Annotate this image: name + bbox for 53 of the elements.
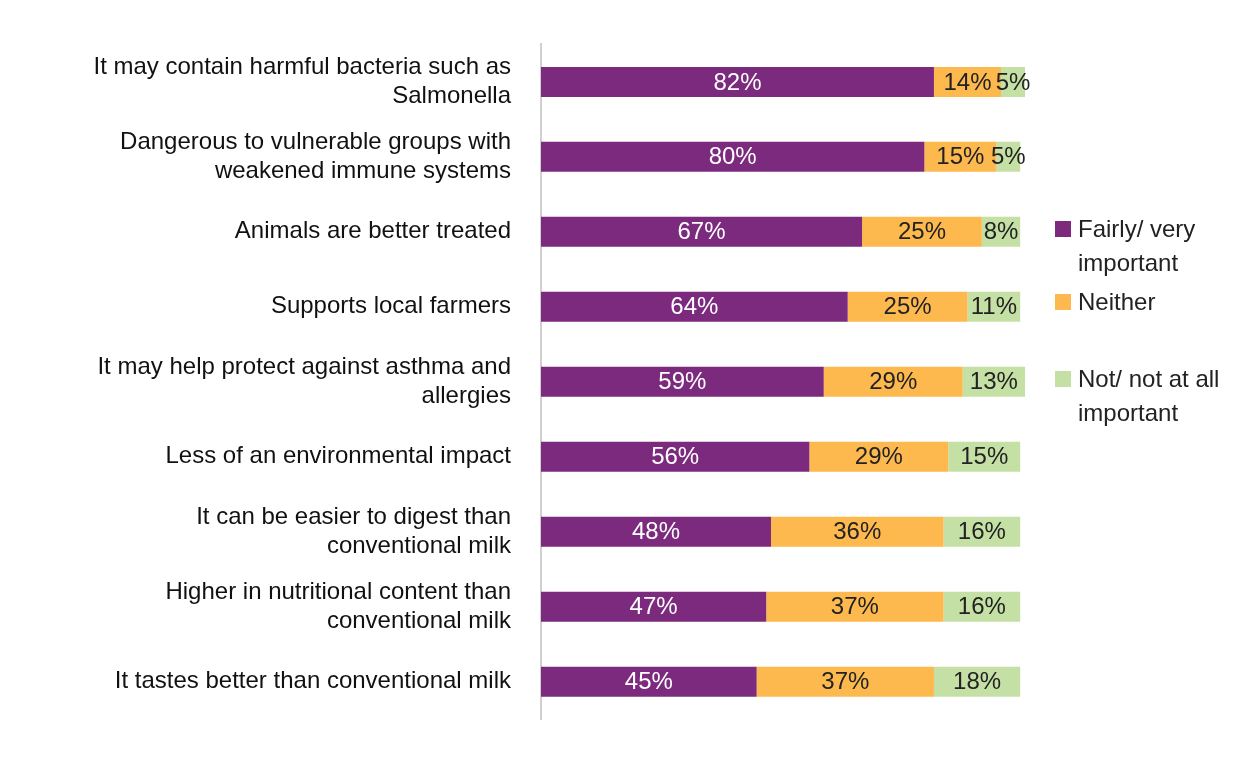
data-label: 37% [830,592,879,620]
bar [823,366,963,397]
bar [771,516,944,547]
data-label: 18% [953,667,1002,695]
bar [541,666,757,697]
bar [541,66,934,97]
data-label: 8% [983,217,1019,245]
data-label: 59% [658,367,707,395]
data-label: 37% [821,667,870,695]
bar [541,291,848,322]
y-tick-label: Less of an environmental impact [165,441,512,469]
data-label: 47% [629,592,678,620]
y-tick-label: It may contain harmful bacteria such as Salmonella [93,52,512,108]
bar [541,366,824,397]
bar [541,516,772,547]
bar [541,441,810,472]
y-tick-label: It tastes better than conventional milk [114,666,512,694]
data-label: 25% [883,292,932,320]
data-label: 36% [833,517,882,545]
data-label: 64% [670,292,719,320]
bar [541,591,767,622]
data-label: 80% [708,142,757,170]
data-label: 16% [957,517,1006,545]
legend-label: Fairly/ very important [1078,214,1197,278]
data-label: 82% [713,67,762,95]
data-label: 14% [943,67,992,95]
data-label: 29% [869,367,918,395]
y-tick-label: Dangerous to vulnerable groups with weakened immune systems [120,127,511,183]
legend-label: Not/ not at all important [1078,364,1221,428]
data-label: 15% [936,142,985,170]
bar [756,666,934,697]
bar [541,141,925,172]
data-label: 56% [651,442,700,470]
data-label: 25% [897,217,946,245]
data-label: 45% [624,667,673,695]
data-label: 29% [854,442,903,470]
y-tick-label: Supports local farmers [270,291,511,319]
data-label: 5% [990,142,1026,170]
bar [766,591,944,622]
y-tick-label: Animals are better treated [234,216,511,244]
y-tick-label: Higher in nutritional content than conventional milk [165,576,512,633]
data-label: 15% [960,442,1009,470]
y-tick-label: It may help protect against asthma and allergies [97,352,511,408]
data-label: 67% [677,217,726,245]
data-label: 5% [995,67,1031,95]
data-label: 11% [970,292,1017,320]
bar [541,216,863,247]
legend-label: Neither [1078,287,1157,317]
bar [809,441,949,472]
data-label: 16% [957,592,1006,620]
data-label: 13% [969,367,1018,395]
y-tick-label: It can be easier to digest than conventional milk [196,501,512,558]
data-label: 48% [631,517,681,545]
